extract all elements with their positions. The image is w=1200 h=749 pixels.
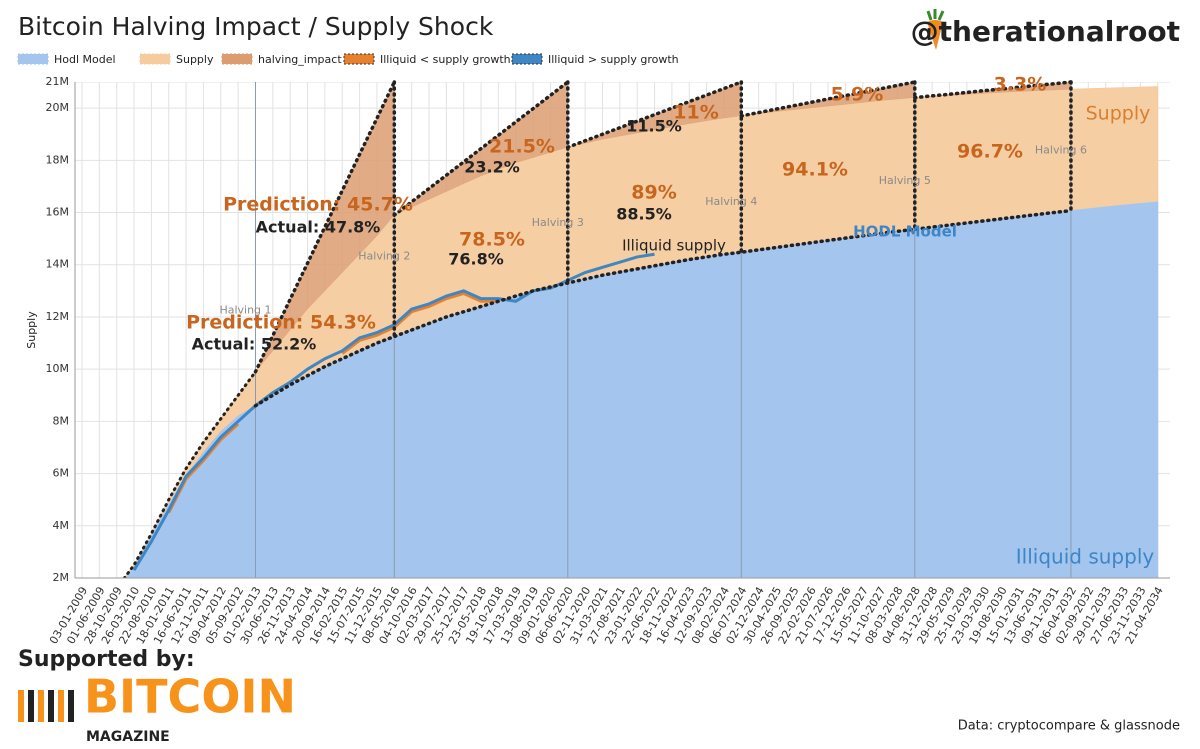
annotation: HODL Model [853,223,957,241]
annotation: 21.5% [489,136,555,158]
y-tick-label: 16M [46,206,70,219]
annotation: Prediction: 54.3% [186,312,376,334]
annotation: Prediction: 45.7% [223,194,413,216]
chart-title: Bitcoin Halving Impact / Supply Shock [18,12,494,41]
y-axis-label: Supply [25,311,38,349]
y-tick-label: 12M [46,310,70,323]
y-tick-label: 6M [53,467,70,480]
annotation: Actual: 52.2% [192,335,317,354]
y-tick-label: 14M [46,258,70,271]
carrot-icon [926,9,945,50]
halving-label: Halving 3 [532,216,584,229]
y-tick-label: 18M [46,153,70,166]
annotation: Supply [1086,103,1151,125]
brand-icon [18,690,74,722]
legend-label: Hodl Model [54,53,116,66]
legend-label: Illiquid > supply growth [548,53,679,66]
annotation: 76.8% [448,250,504,269]
impact-line [253,80,397,374]
hodl-dotted [253,208,1073,408]
plot-area [75,82,1170,578]
annotation: 96.7% [957,141,1023,163]
y-tick-label: 8M [53,414,70,427]
annotation: 94.1% [782,159,848,181]
annotation: 88.5% [616,205,672,224]
annotation: Illiquid supply [622,237,726,255]
supported-by: Supported by: [18,647,195,672]
y-tick-label: 4M [53,519,70,532]
halving-label: Halving 5 [879,174,931,187]
halving-label: Halving 6 [1035,144,1087,157]
annotation: Illiquid supply [1016,545,1155,569]
handle: @therationalroot [911,15,1180,48]
brand: BITCOIN [84,670,296,724]
halving-label: Halving 1 [219,304,271,317]
y-tick-label: 21M [46,75,70,88]
supply-dotted [122,370,257,578]
legend-swatch [343,53,375,65]
brand-sub: MAGAZINE [86,729,170,745]
impact-line [913,80,1073,100]
annotation: 11.5% [626,117,682,136]
legend-label: Supply [176,53,214,66]
legend-swatch [17,53,49,65]
legend-swatch [221,53,253,65]
y-tick-label: 2M [53,571,70,584]
annotation: 11% [673,102,718,124]
annotation: 78.5% [459,229,525,251]
legend-swatch [139,53,171,65]
y-tick-label: 20M [46,101,70,114]
impact-line [566,80,744,150]
halving-impact [914,82,1071,98]
annotation: Actual: 47.8% [256,218,381,237]
impact-line [739,80,917,118]
impact-line [392,80,570,217]
annotation: 23.2% [464,158,520,177]
y-tick-label: 10M [46,362,70,375]
legend-label: halving_impact [258,53,342,66]
source: Data: cryptocompare & glassnode [958,719,1180,734]
halving-label: Halving 2 [358,250,410,263]
annotation: 89% [631,182,676,204]
halving-label: Halving 4 [705,195,757,208]
legend-label: Illiquid < supply growth [380,53,511,66]
annotation: 3.3% [994,74,1047,96]
annotation: 5.9% [831,84,884,106]
legend-swatch [511,53,543,65]
